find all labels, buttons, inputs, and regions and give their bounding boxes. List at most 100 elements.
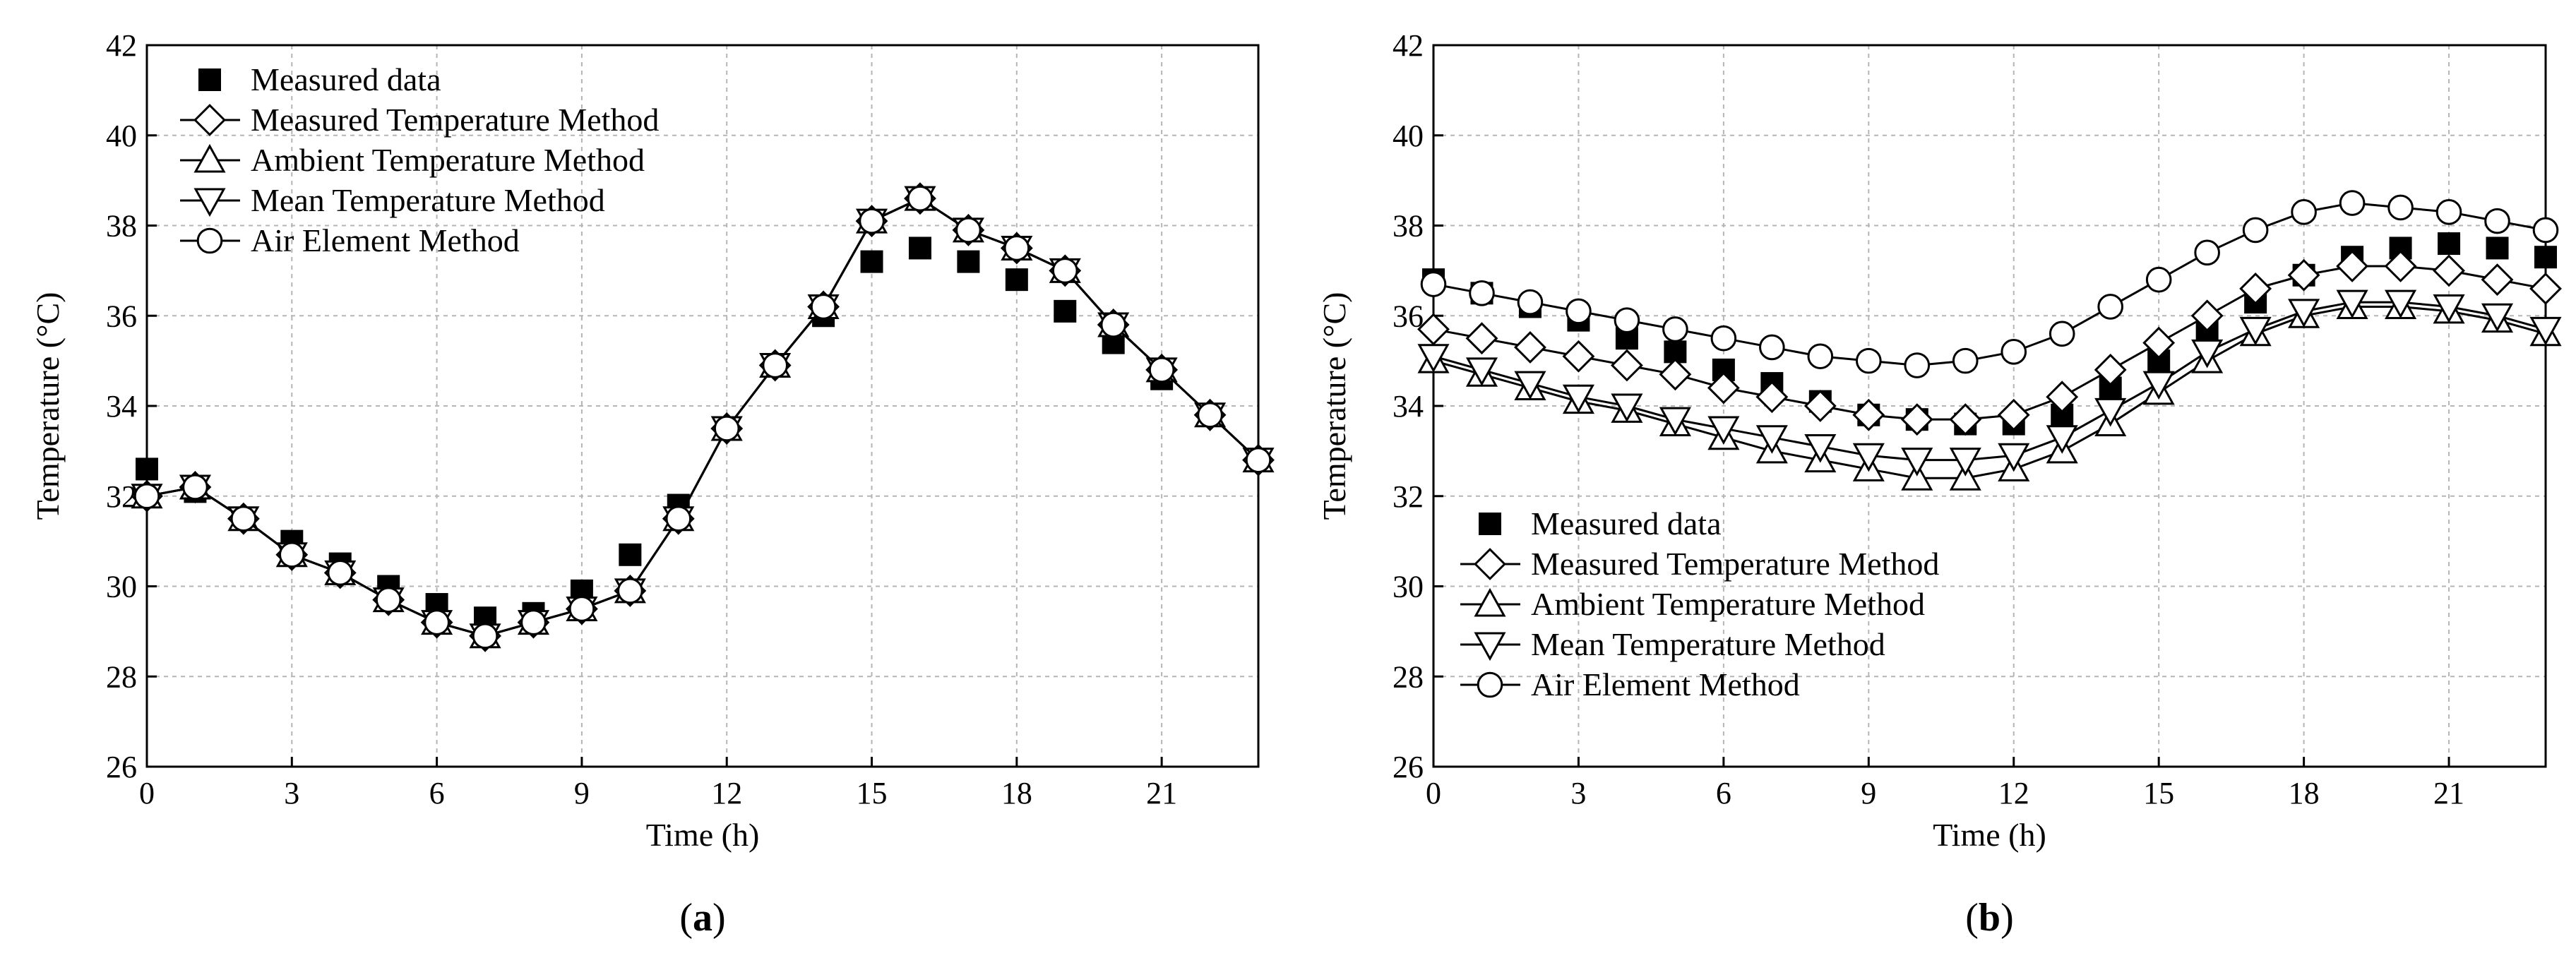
legend: Measured data Measured Temperature Method… xyxy=(1460,505,1939,702)
data-point xyxy=(1707,416,1740,445)
series-line xyxy=(146,197,1260,637)
data-point xyxy=(2336,250,2369,282)
y-tick-label: 42 xyxy=(1393,28,1424,63)
legend: Measured data Measured Temperature Method… xyxy=(180,61,659,258)
data-point xyxy=(1804,433,1837,463)
data-point xyxy=(1566,298,1592,325)
data-point xyxy=(1952,347,1979,374)
data-point xyxy=(1562,340,1595,373)
data-point xyxy=(1998,443,2030,472)
x-tick-label: 15 xyxy=(857,776,888,810)
data-point xyxy=(957,250,980,273)
y-tick-label: 40 xyxy=(1393,119,1424,153)
data-point xyxy=(2191,339,2224,369)
data-point xyxy=(1514,331,1546,364)
legend-label: Air Element Method xyxy=(251,222,520,258)
legend-label: Measured data xyxy=(251,61,441,97)
data-point xyxy=(2239,273,2272,305)
data-point xyxy=(182,474,208,501)
data-point xyxy=(810,294,837,320)
legend-marker xyxy=(1474,632,1506,661)
legend-entry: Ambient Temperature Method xyxy=(180,142,645,178)
data-point xyxy=(2239,316,2272,346)
x-tick-label: 6 xyxy=(1716,776,1731,810)
series-line xyxy=(1433,265,2546,421)
data-point xyxy=(1662,316,1688,342)
panel-label-letter: b xyxy=(1979,896,2000,940)
data-point xyxy=(2190,299,2224,333)
x-tick-label: 0 xyxy=(139,776,155,810)
y-tick-label: 36 xyxy=(1393,299,1424,333)
y-tick-label: 32 xyxy=(1393,479,1424,514)
data-point xyxy=(424,609,450,635)
x-tick-label: 15 xyxy=(2143,776,2174,810)
data-point xyxy=(1610,349,1643,382)
data-point xyxy=(1003,235,1030,261)
data-point xyxy=(1469,280,1495,306)
data-point xyxy=(375,587,402,613)
x-tick-label: 0 xyxy=(1426,776,1441,810)
series-measured-data xyxy=(136,236,1270,630)
data-point xyxy=(2534,246,2557,269)
y-tick-label: 40 xyxy=(106,119,137,153)
data-point xyxy=(1517,289,1544,316)
data-point xyxy=(1514,371,1546,400)
data-point xyxy=(2387,194,2414,221)
panel-label-letter: a xyxy=(693,896,712,940)
data-point xyxy=(1051,258,1078,284)
data-point xyxy=(1997,398,2030,431)
y-tick-label: 38 xyxy=(1393,209,1424,244)
y-tick-label: 26 xyxy=(106,750,137,784)
data-point xyxy=(762,352,788,378)
x-tick-label: 12 xyxy=(1998,776,2029,810)
panel-label: (a) xyxy=(679,896,725,940)
data-point xyxy=(2097,294,2123,320)
data-point xyxy=(1659,358,1692,391)
data-point xyxy=(2000,339,2027,365)
data-point xyxy=(2046,381,2079,414)
data-point xyxy=(2336,289,2368,319)
x-axis-title: Time (h) xyxy=(646,817,760,853)
data-point xyxy=(1417,344,1450,373)
data-point xyxy=(2486,236,2509,260)
data-point xyxy=(908,236,931,260)
legend-entry: Measured data xyxy=(198,61,441,97)
data-point xyxy=(520,609,547,635)
legend-entry: Ambient Temperature Method xyxy=(1460,586,1925,622)
x-axis-title: Time (h) xyxy=(1933,817,2046,853)
legend-marker xyxy=(1479,513,1501,535)
data-point xyxy=(955,217,982,244)
data-point xyxy=(1465,357,1498,386)
series-line xyxy=(1433,301,2546,462)
legend-marker xyxy=(1474,548,1506,580)
y-tick-label: 28 xyxy=(1393,659,1424,694)
series-air-element-method xyxy=(133,185,1272,649)
legend-entry: Measured Temperature Method xyxy=(180,102,659,138)
y-tick-label: 28 xyxy=(106,659,137,694)
legend-marker xyxy=(1477,671,1503,698)
x-tick-label: 12 xyxy=(711,776,742,810)
x-tick-label: 21 xyxy=(2433,776,2464,810)
data-point xyxy=(1710,325,1737,352)
data-point xyxy=(713,415,740,442)
data-point xyxy=(1005,268,1028,292)
y-tick-label: 38 xyxy=(106,209,137,244)
data-point xyxy=(133,483,160,510)
panel-label-close: ) xyxy=(2000,896,2014,940)
x-tick-label: 18 xyxy=(2289,776,2320,810)
y-axis-title: Temperature (°C) xyxy=(30,292,66,520)
data-point xyxy=(2142,371,2175,400)
y-tick-label: 42 xyxy=(106,28,137,63)
data-point xyxy=(1611,393,1643,423)
data-point xyxy=(1904,352,1931,378)
series-line xyxy=(146,197,1260,637)
legend-entry: Mean Temperature Method xyxy=(180,182,605,218)
panel-label: (b) xyxy=(1965,896,2013,940)
legend-marker xyxy=(196,227,223,254)
legend-label: Air Element Method xyxy=(1531,666,1800,702)
data-point xyxy=(860,250,883,273)
panel-label-close: ) xyxy=(712,896,726,940)
